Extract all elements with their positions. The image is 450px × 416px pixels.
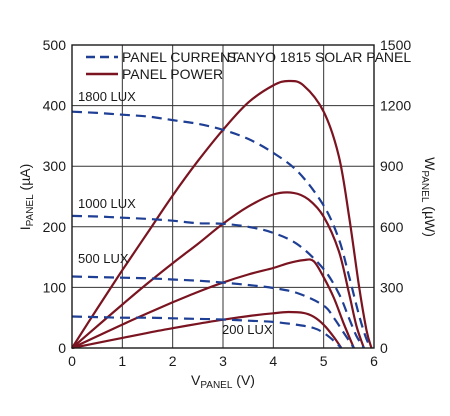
legend-power-label: PANEL POWER (122, 66, 223, 82)
current-series-1000-lux (71, 214, 365, 349)
power-series-200-lux (71, 310, 343, 350)
series-group (71, 79, 373, 350)
y-axis-left-label-main: I (17, 226, 33, 230)
x-tick-label-6: 6 (370, 353, 378, 369)
current-series-500-lux (71, 275, 355, 349)
y-axis-right-label-unit: (µW) (422, 202, 438, 237)
power-series-500-lux (71, 258, 355, 349)
y-left-tick-label-0: 0 (58, 340, 66, 356)
y-axis-left-label: IPANEL (µA) (17, 164, 36, 231)
y-left-tick-label-300: 300 (43, 158, 67, 174)
y-left-tick-label-200: 200 (43, 219, 67, 235)
x-tick-label-1: 1 (118, 353, 126, 369)
tick-labels: 0 1 2 3 4 5 6010020030040050003006009001200150… (43, 37, 412, 369)
x-tick-label-2: 2 (169, 353, 177, 369)
annotation-500-lux: 500 LUX (78, 251, 129, 266)
y-axis-right-label: WPANEL (µW) (419, 157, 438, 237)
x-tick-label-0: 0 (68, 353, 76, 369)
x-axis-label: VPANEL (V) (191, 372, 255, 391)
power-series-1000-lux (71, 191, 365, 349)
y-axis-left-label-unit: (µA) (17, 164, 33, 195)
y-axis-right-label-sub: PANEL (419, 170, 430, 202)
y-right-tick-label-1500: 1500 (380, 37, 411, 53)
power-series-1800-lux (71, 79, 373, 349)
y-right-tick-label-900: 900 (380, 158, 404, 174)
annotation-1000-lux: 1000 LUX (78, 196, 136, 211)
y-right-tick-label-0: 0 (380, 340, 388, 356)
y-left-tick-label-500: 500 (43, 37, 67, 53)
annotation-200-lux: 200 LUX (222, 322, 273, 337)
y-left-tick-label-400: 400 (43, 98, 67, 114)
plot-frame (71, 44, 375, 349)
x-tick-label-3: 3 (219, 353, 227, 369)
y-left-tick-label-100: 100 (43, 279, 67, 295)
x-axis-label-sub: PANEL (200, 380, 232, 391)
x-axis-label-main: V (191, 372, 201, 388)
y-axis-right-label-main: W (422, 157, 438, 171)
chart-title: SANYO 1815 SOLAR PANEL (227, 49, 411, 65)
x-tick-label-4: 4 (269, 353, 277, 369)
legend-current-label: PANEL CURRENT (122, 49, 239, 65)
y-axis-left-label-sub: PANEL (25, 194, 36, 226)
y-right-tick-label-1200: 1200 (380, 98, 411, 114)
annotation-1800-lux: 1800 LUX (78, 89, 136, 104)
current-series-200-lux (71, 315, 343, 349)
x-tick-label-5: 5 (320, 353, 328, 369)
y-right-tick-label-300: 300 (380, 279, 404, 295)
legend: PANEL CURRENT PANEL POWER (86, 49, 239, 82)
current-series-1800-lux (71, 110, 373, 349)
x-axis-label-unit: (V) (232, 372, 255, 388)
y-right-tick-label-600: 600 (380, 219, 404, 235)
